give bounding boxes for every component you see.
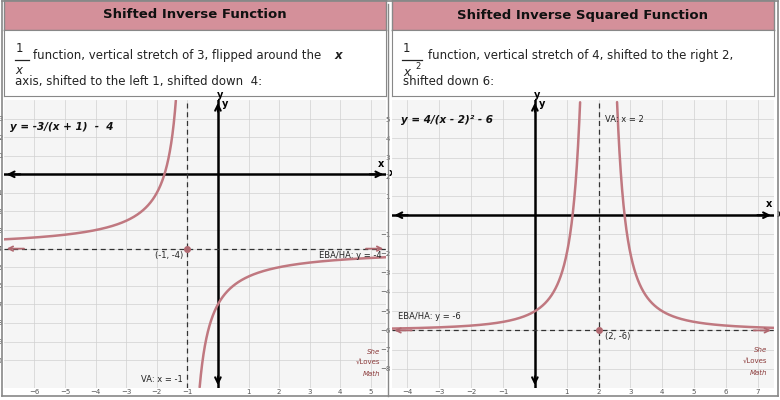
Text: EBA/HA: y = -4: EBA/HA: y = -4 xyxy=(319,252,381,260)
Text: She: She xyxy=(754,348,768,354)
Text: 2: 2 xyxy=(416,62,421,72)
Text: y: y xyxy=(534,90,540,100)
Text: x: x xyxy=(777,209,780,219)
Text: x: x xyxy=(335,48,342,62)
Text: y: y xyxy=(539,99,545,109)
Text: x: x xyxy=(378,158,385,168)
Text: x: x xyxy=(16,64,23,78)
Text: y: y xyxy=(217,90,223,100)
Text: axis, shifted to the left 1, shifted down  4:: axis, shifted to the left 1, shifted dow… xyxy=(16,75,263,88)
Text: √Loves: √Loves xyxy=(743,359,768,365)
Text: Shifted Inverse Function: Shifted Inverse Function xyxy=(103,8,287,22)
Text: EBA/HA: y = -6: EBA/HA: y = -6 xyxy=(398,312,461,321)
Text: Math: Math xyxy=(363,371,380,377)
Text: Math: Math xyxy=(750,370,768,376)
Text: x: x xyxy=(766,200,772,210)
Text: VA: x = 2: VA: x = 2 xyxy=(605,115,643,124)
Text: √Loves: √Loves xyxy=(356,360,380,366)
Text: x: x xyxy=(403,66,410,79)
Text: (2, -6): (2, -6) xyxy=(605,332,630,341)
Text: VA: x = -1: VA: x = -1 xyxy=(141,375,183,384)
Text: (-1, -4): (-1, -4) xyxy=(154,252,183,260)
Text: y: y xyxy=(222,99,228,109)
Text: function, vertical stretch of 3, flipped around the: function, vertical stretch of 3, flipped… xyxy=(33,48,324,62)
Text: 1: 1 xyxy=(16,42,23,55)
Text: 1: 1 xyxy=(403,42,410,55)
Text: Shifted Inverse Squared Function: Shifted Inverse Squared Function xyxy=(457,8,708,22)
Text: x: x xyxy=(389,168,395,178)
Text: shifted down 6:: shifted down 6: xyxy=(403,75,495,88)
Text: She: She xyxy=(367,348,380,354)
Text: y = -3/(x + 1)  -  4: y = -3/(x + 1) - 4 xyxy=(10,122,114,132)
Text: function, vertical stretch of 4, shifted to the right 2,: function, vertical stretch of 4, shifted… xyxy=(428,48,733,62)
Text: y = 4/(x - 2)² - 6: y = 4/(x - 2)² - 6 xyxy=(401,115,493,125)
